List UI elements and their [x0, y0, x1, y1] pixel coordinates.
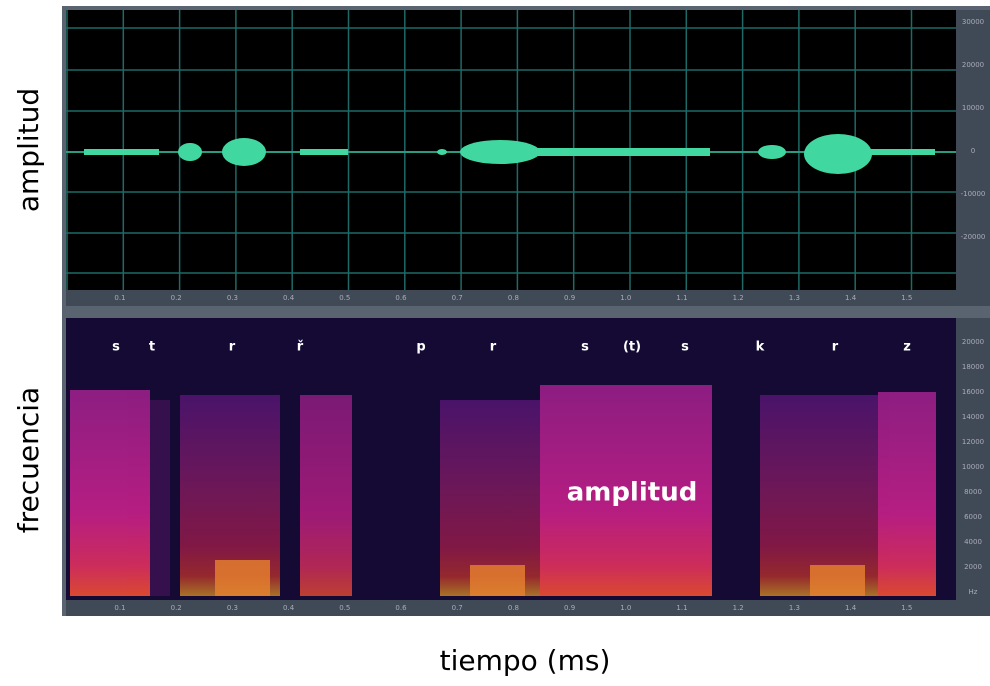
frequency-tick-label: 12000: [962, 438, 984, 446]
time-tick-label: 1.4: [845, 604, 857, 612]
phoneme-label: (t): [623, 340, 641, 355]
time-tick-label: 0.3: [227, 294, 238, 302]
frequency-tick-label: 8000: [964, 488, 982, 496]
phoneme-label: r: [490, 340, 497, 355]
y-axis-label: amplitud: [12, 88, 45, 212]
phoneme-label: p: [416, 340, 425, 355]
phoneme-label: s: [581, 340, 589, 355]
amplitude-tick-label: 10000: [962, 104, 984, 112]
time-tick-label: 1.2: [733, 294, 744, 302]
time-tick-label: 1.5: [901, 294, 912, 302]
time-tick-label: 0.1: [114, 604, 125, 612]
amplitude-tick-label: 30000: [962, 18, 984, 26]
time-tick-label: 0.8: [508, 604, 519, 612]
time-tick-label: 0.8: [508, 294, 519, 302]
phoneme-label: ř: [297, 340, 304, 355]
frequency-tick-label: 2000: [964, 563, 982, 571]
phoneme-label: t: [149, 340, 155, 355]
time-tick-label: 1.0: [620, 604, 631, 612]
time-tick-label: 0.5: [339, 604, 350, 612]
time-tick-label: 0.2: [171, 294, 182, 302]
time-tick-label: 1.0: [620, 294, 631, 302]
time-tick-label: 1.1: [676, 294, 687, 302]
frequency-tick-label: 18000: [962, 363, 984, 371]
time-tick-label: 0.4: [283, 294, 295, 302]
time-tick-label: 0.6: [395, 294, 407, 302]
time-tick-label: 0.9: [564, 604, 575, 612]
phoneme-label: z: [903, 340, 911, 355]
spectrogram: [70, 385, 936, 596]
time-tick-label: 1.4: [845, 294, 857, 302]
time-tick-label: 0.6: [395, 604, 407, 612]
time-tick-label: 1.1: [676, 604, 687, 612]
phoneme-label: k: [756, 340, 765, 355]
phoneme-label: r: [229, 340, 236, 355]
overlay-label: amplitud: [567, 478, 698, 508]
frequency-tick-label: 16000: [962, 388, 984, 396]
y-axis-label: frecuencia: [12, 387, 45, 533]
amplitude-tick-label: -20000: [961, 233, 986, 241]
frequency-tick-label: 20000: [962, 338, 984, 346]
time-tick-label: 0.9: [564, 294, 575, 302]
frequency-tick-label: 4000: [964, 538, 982, 546]
time-tick-label: 0.3: [227, 604, 238, 612]
time-tick-label: 0.5: [339, 294, 350, 302]
phoneme-label: r: [832, 340, 839, 355]
frequency-tick-label: 14000: [962, 413, 984, 421]
frequency-tick-label: 6000: [964, 513, 982, 521]
amplitude-tick-label: 20000: [962, 61, 984, 69]
time-tick-label: 1.5: [901, 604, 912, 612]
time-tick-label: 0.2: [171, 604, 182, 612]
amp-axis-strip: [956, 10, 990, 306]
time-tick-label: 0.7: [452, 294, 463, 302]
phoneme-label: s: [681, 340, 689, 355]
phoneme-label: s: [112, 340, 120, 355]
time-tick-label: 1.3: [789, 604, 800, 612]
time-tick-label: 0.7: [452, 604, 463, 612]
x-axis-label: tiempo (ms): [440, 644, 611, 677]
figure: amplitud frecuencia tiempo (ms) amplitud…: [0, 0, 990, 686]
time-tick-label: 1.3: [789, 294, 800, 302]
time-tick-label: 0.1: [114, 294, 125, 302]
time-tick-label: 1.2: [733, 604, 744, 612]
time-tick-label: 0.4: [283, 604, 295, 612]
frequency-tick-label: 10000: [962, 463, 984, 471]
frequency-tick-label: Hz: [969, 588, 978, 596]
amplitude-tick-label: 0: [971, 147, 975, 155]
amplitude-tick-label: -10000: [961, 190, 986, 198]
